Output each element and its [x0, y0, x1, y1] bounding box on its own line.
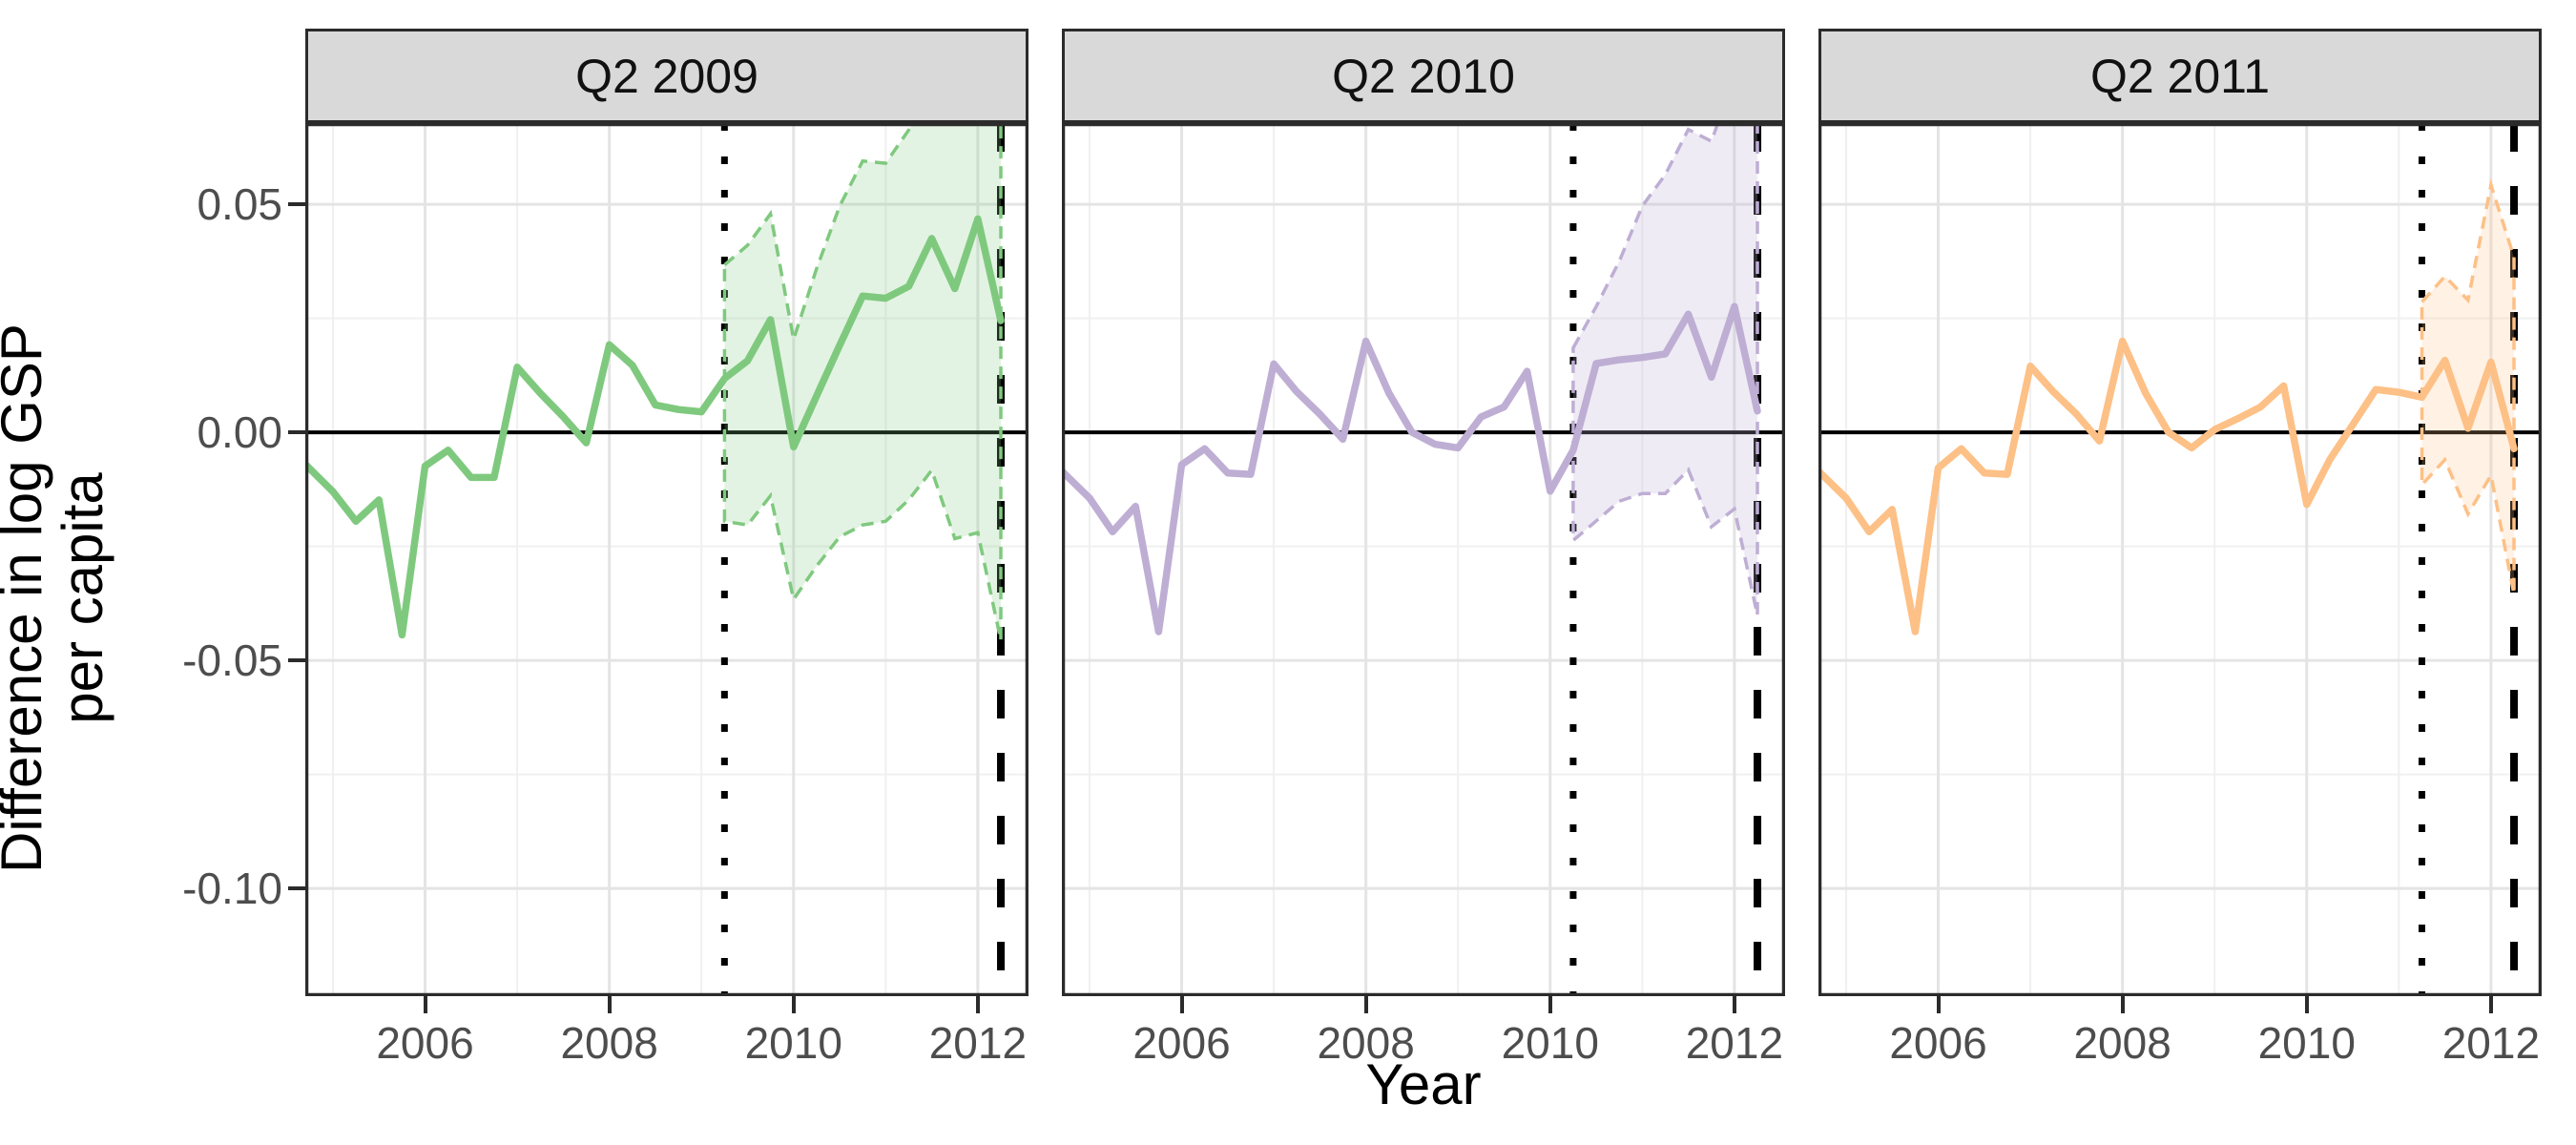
x-axis-title: Year: [1365, 1052, 1482, 1116]
panel-border: [305, 123, 1028, 996]
confidence-ribbon: [1571, 123, 1759, 616]
x-tick-label: 2012: [928, 1018, 1028, 1068]
x-axis-tickmark: [975, 996, 980, 1013]
y-axis-title-line1: Difference in log GSP: [0, 323, 53, 873]
y-axis-title-line2: per capita: [51, 472, 114, 724]
x-axis-tickmark: [2488, 996, 2493, 1013]
y-tick-label: -0.05: [182, 635, 282, 686]
facet-strip-q2-2011: Q2 2011: [1818, 29, 2542, 123]
x-tick-label: 2006: [1889, 1018, 1987, 1068]
y-axis-tickmark: [288, 886, 305, 891]
x-axis-tickmark: [1548, 996, 1552, 1013]
x-axis-tickmark: [791, 996, 796, 1013]
x-axis-tickmark: [1179, 996, 1184, 1013]
difference-line: [1062, 302, 1761, 635]
y-tick-label: 0.05: [197, 179, 282, 230]
confidence-ribbon: [2420, 178, 2516, 595]
y-axis-tickmark: [288, 658, 305, 663]
x-tick-label: 2006: [376, 1018, 474, 1068]
x-axis-tickmark: [607, 996, 612, 1013]
panel-border: [1062, 123, 1785, 996]
x-axis-tickmark: [1936, 996, 1941, 1013]
x-tick-label: 2012: [1685, 1018, 1784, 1068]
y-axis-tickmark: [288, 430, 305, 435]
x-axis-tickmark: [1363, 996, 1368, 1013]
y-axis-tickmark: [288, 202, 305, 207]
x-tick-label: 2010: [744, 1018, 842, 1068]
panel-q2-2011: [1818, 123, 2542, 996]
difference-line: [305, 215, 1005, 639]
x-tick-label: 2008: [2073, 1018, 2171, 1068]
y-tick-label: 0.00: [197, 407, 282, 458]
y-tick-label: -0.10: [182, 864, 282, 914]
x-tick-label: 2008: [1317, 1018, 1415, 1068]
x-axis-tickmark: [1732, 996, 1736, 1013]
confidence-ribbon: [722, 123, 1003, 641]
difference-line: [1818, 337, 2518, 635]
panel-border: [1818, 123, 2542, 996]
x-tick-label: 2010: [1501, 1018, 1599, 1068]
x-tick-label: 2012: [2441, 1018, 2541, 1068]
y-axis-title: Difference in log GSP per capita: [0, 121, 114, 1075]
x-axis-tickmark: [423, 996, 427, 1013]
x-axis-tickmark: [2120, 996, 2125, 1013]
x-tick-label: 2010: [2257, 1018, 2356, 1068]
facet-strip-q2-2010: Q2 2010: [1062, 29, 1785, 123]
x-tick-label: 2008: [560, 1018, 658, 1068]
x-tick-label: 2006: [1132, 1018, 1231, 1068]
panel-q2-2010: [1062, 123, 1785, 996]
panel-q2-2009: [305, 123, 1028, 996]
facet-strip-q2-2009: Q2 2009: [305, 29, 1028, 123]
x-axis-tickmark: [2304, 996, 2309, 1013]
